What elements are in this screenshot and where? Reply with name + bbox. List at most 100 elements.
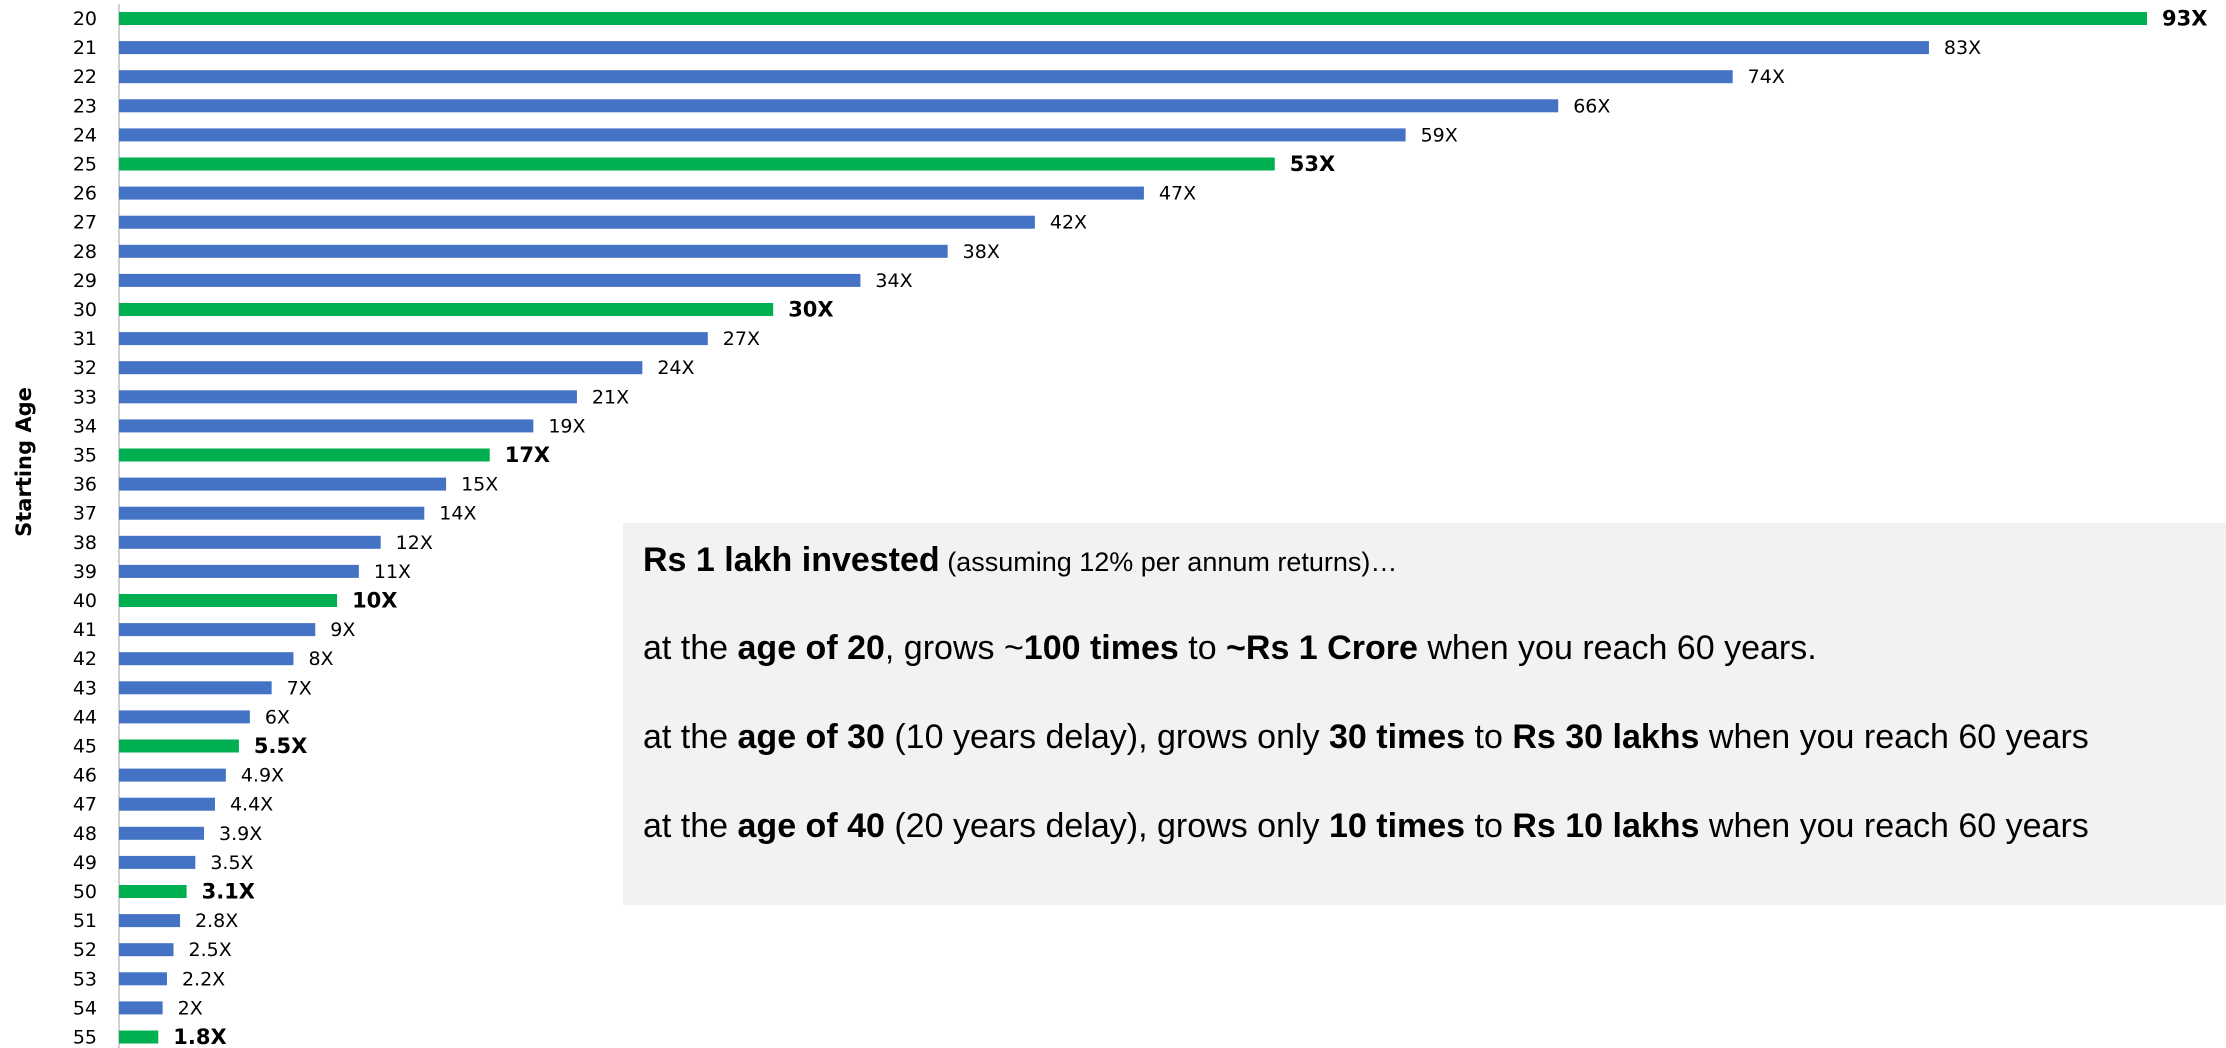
bar bbox=[119, 855, 196, 869]
y-tick-label: 21 bbox=[73, 37, 97, 59]
y-tick-label: 36 bbox=[73, 474, 97, 496]
value-label: 4.9X bbox=[241, 765, 284, 787]
bar bbox=[119, 681, 272, 695]
note-text: Rs 1 lakh invested bbox=[643, 541, 940, 579]
value-label: 66X bbox=[1573, 95, 1610, 117]
value-label: 5.5X bbox=[254, 734, 307, 758]
bar bbox=[119, 710, 250, 724]
y-tick-label: 39 bbox=[73, 561, 97, 583]
value-label: 17X bbox=[505, 443, 550, 467]
bar bbox=[119, 623, 316, 637]
value-label: 47X bbox=[1159, 183, 1196, 205]
y-tick-label: 22 bbox=[73, 66, 97, 88]
y-tick-label: 30 bbox=[73, 299, 97, 321]
note-line: at the age of 20, grows ~100 times to ~R… bbox=[643, 629, 1817, 668]
y-tick-label: 49 bbox=[73, 852, 97, 874]
bar bbox=[119, 186, 1144, 200]
value-label: 34X bbox=[875, 270, 912, 292]
y-tick-label: 34 bbox=[73, 415, 97, 437]
bar bbox=[119, 506, 425, 520]
note-box: Rs 1 lakh invested (assuming 12% per ann… bbox=[623, 523, 2226, 905]
note-text: at the bbox=[643, 629, 738, 667]
value-label: 42X bbox=[1050, 212, 1087, 234]
note-text: when you reach 60 years. bbox=[1417, 629, 1817, 667]
y-tick-label: 53 bbox=[73, 968, 97, 990]
note-text: to bbox=[1178, 629, 1227, 667]
bar bbox=[119, 885, 187, 898]
value-label: 24X bbox=[657, 357, 694, 379]
value-label: 2.8X bbox=[195, 910, 238, 932]
note-text: age of 20 bbox=[737, 629, 885, 667]
note-text: to bbox=[1465, 807, 1513, 845]
value-label: 3.1X bbox=[202, 880, 255, 904]
value-label: 93X bbox=[2162, 7, 2207, 31]
bar bbox=[119, 914, 181, 928]
bar bbox=[119, 826, 205, 840]
note-text: at the bbox=[643, 807, 738, 845]
y-tick-label: 41 bbox=[73, 619, 97, 641]
y-tick-label: 47 bbox=[73, 794, 97, 816]
bar bbox=[119, 273, 861, 287]
bar bbox=[119, 448, 490, 462]
value-label: 19X bbox=[548, 415, 585, 437]
bar bbox=[119, 361, 643, 375]
bar bbox=[119, 797, 215, 811]
value-label: 12X bbox=[396, 532, 433, 554]
y-tick-label: 40 bbox=[73, 590, 97, 612]
bar bbox=[119, 535, 381, 549]
value-label: 14X bbox=[439, 503, 476, 525]
y-tick-label: 43 bbox=[73, 677, 97, 699]
value-label: 15X bbox=[461, 474, 498, 496]
y-tick-label: 33 bbox=[73, 386, 97, 408]
y-tick-label: 26 bbox=[73, 183, 97, 205]
bar bbox=[119, 652, 294, 666]
value-label: 1.8X bbox=[173, 1025, 226, 1048]
y-tick-label: 35 bbox=[73, 445, 97, 467]
value-label: 4.4X bbox=[230, 794, 273, 816]
value-label: 53X bbox=[1290, 152, 1335, 176]
bar bbox=[119, 419, 534, 433]
y-tick-label: 24 bbox=[73, 124, 97, 146]
value-label: 30X bbox=[788, 298, 833, 322]
bar bbox=[119, 477, 447, 491]
y-tick-label: 37 bbox=[73, 503, 97, 525]
y-tick-label: 20 bbox=[73, 8, 97, 30]
bar bbox=[119, 157, 1275, 171]
value-label: 21X bbox=[592, 386, 629, 408]
y-tick-label: 32 bbox=[73, 357, 97, 379]
value-label: 2.2X bbox=[182, 968, 225, 990]
note-text: 100 times bbox=[1023, 629, 1179, 667]
bar bbox=[119, 215, 1035, 229]
value-label: 11X bbox=[374, 561, 411, 583]
y-tick-label: 42 bbox=[73, 648, 97, 670]
bar bbox=[119, 244, 948, 258]
y-tick-label: 55 bbox=[73, 1027, 97, 1048]
bar bbox=[119, 564, 359, 578]
bar bbox=[119, 303, 774, 316]
note-text: ~Rs 1 Crore bbox=[1226, 629, 1418, 667]
note-text: when you reach 60 years bbox=[1699, 718, 2089, 756]
value-label: 10X bbox=[352, 589, 397, 613]
value-label: 2.5X bbox=[189, 939, 232, 961]
note-text: (10 years delay), grows only bbox=[884, 718, 1329, 756]
note-text: (20 years delay), grows only bbox=[884, 807, 1329, 845]
bar bbox=[119, 390, 577, 404]
bar bbox=[119, 739, 239, 753]
y-tick-label: 23 bbox=[73, 95, 97, 117]
y-axis-title: Starting Age bbox=[12, 387, 36, 537]
y-tick-label: 31 bbox=[73, 328, 97, 350]
note-text: age of 30 bbox=[737, 718, 885, 756]
bar bbox=[119, 972, 167, 986]
value-label: 9X bbox=[330, 619, 355, 641]
y-tick-label: 52 bbox=[73, 939, 97, 961]
y-tick-label: 28 bbox=[73, 241, 97, 263]
bar bbox=[119, 943, 174, 957]
note-text: age of 40 bbox=[737, 807, 885, 845]
y-tick-label: 54 bbox=[73, 997, 97, 1019]
note-text: when you reach 60 years bbox=[1699, 807, 2089, 845]
note-line: Rs 1 lakh invested (assuming 12% per ann… bbox=[643, 541, 1397, 580]
y-tick-label: 51 bbox=[73, 910, 97, 932]
value-label: 6X bbox=[265, 706, 290, 728]
y-tick-label: 27 bbox=[73, 212, 97, 234]
